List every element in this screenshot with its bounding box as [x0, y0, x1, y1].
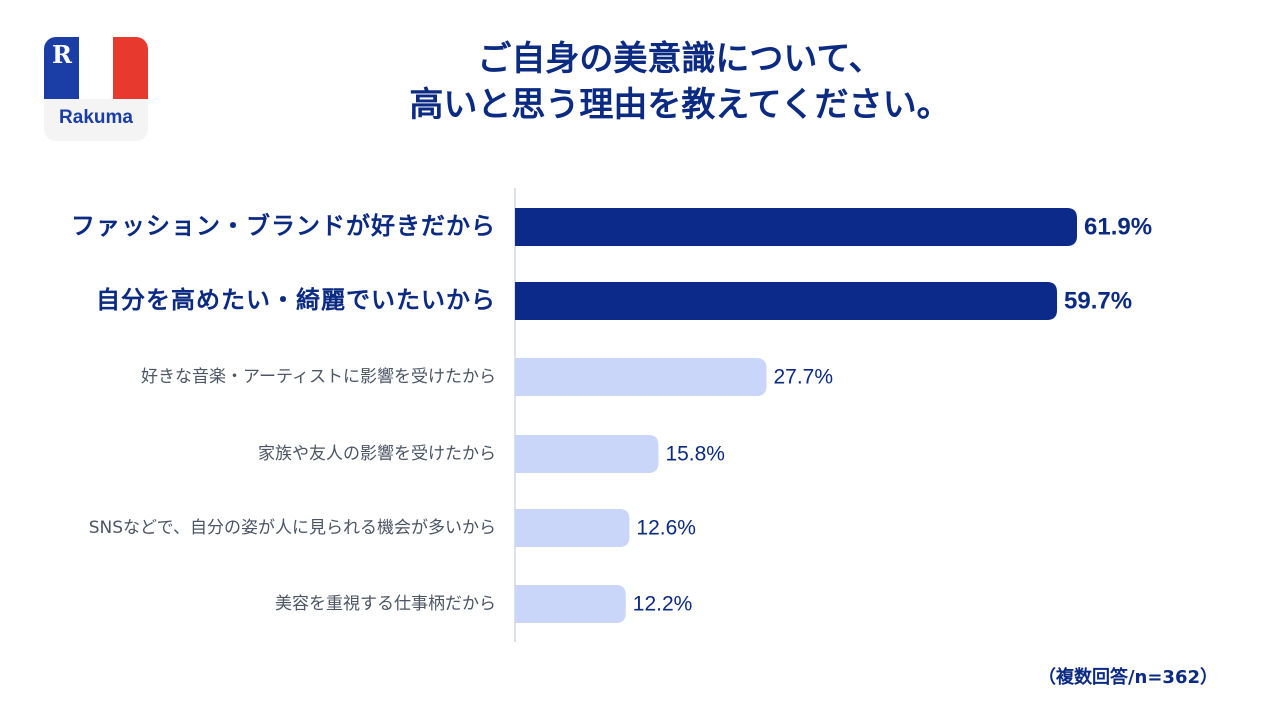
category-label: 美容を重視する仕事柄だから [275, 594, 496, 614]
category-label: 家族や友人の影響を受けたから [258, 444, 496, 464]
bar [515, 435, 659, 473]
category-label: 自分を高めたい・綺麗でいたいから [96, 286, 496, 314]
sample-note: （複数回答/n=362） [1037, 667, 1218, 688]
value-label: 12.6% [636, 517, 696, 540]
value-label: 61.9% [1084, 213, 1152, 240]
title-line-2: 高いと思う理由を教えてください。 [409, 85, 951, 125]
chart-title: ご自身の美意識について、 高いと思う理由を教えてください。 [300, 36, 1060, 128]
category-label: SNSなどで、自分の姿が人に見られる機会が多いから [89, 518, 496, 538]
title-line-1: ご自身の美意識について、 [477, 39, 883, 79]
bar [515, 585, 626, 623]
category-label: 好きな音楽・アーティストに影響を受けたから [141, 367, 496, 387]
flag-graphic [44, 37, 148, 99]
value-label: 27.7% [773, 366, 833, 389]
value-label: 12.2% [633, 593, 693, 616]
logo-name: Rakuma [59, 107, 133, 128]
bar [515, 282, 1058, 320]
rakuma-logo: R Rakuma [44, 37, 148, 141]
category-label: ファッション・ブランドが好きだから [71, 212, 496, 240]
bar [515, 208, 1077, 246]
bar [515, 358, 767, 396]
value-label: 15.8% [665, 443, 725, 466]
bar [515, 509, 630, 547]
value-label: 59.7% [1064, 287, 1132, 314]
logo-mark: R [52, 40, 72, 69]
